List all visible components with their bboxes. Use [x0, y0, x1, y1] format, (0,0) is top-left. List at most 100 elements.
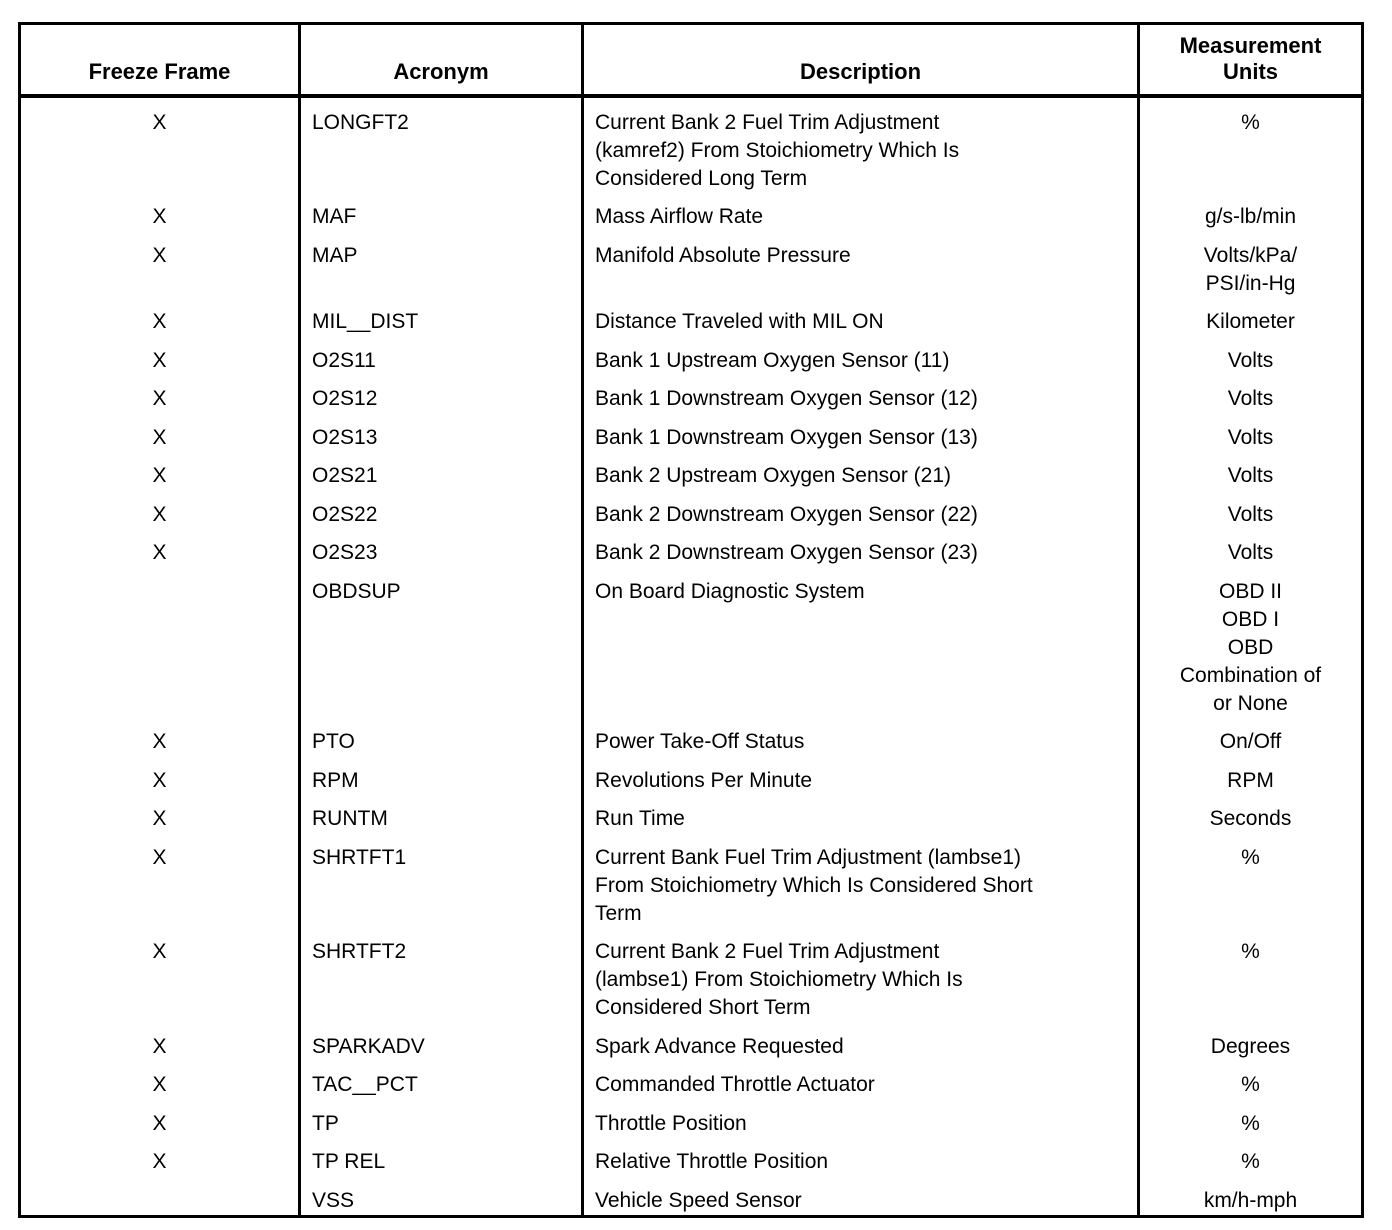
acronym-cell: VSS	[298, 1176, 583, 1216]
description-cell: Current Bank 2 Fuel Trim Adjustment (lam…	[581, 927, 1139, 1022]
acronym-cell: MIL__DIST	[298, 297, 583, 336]
units-cell: Seconds	[1137, 794, 1363, 833]
freeze-frame-cell: X	[152, 1150, 167, 1173]
column-header-acronym: Acronym	[298, 23, 583, 98]
units-cell: %	[1137, 927, 1363, 1022]
description-cell: Bank 2 Downstream Oxygen Sensor (23)	[581, 528, 1139, 567]
acronym-cell: O2S13	[298, 413, 583, 452]
table-row: X LONGFT2 Current Bank 2 Fuel Trim Adjus…	[20, 96, 1363, 193]
acronym-cell: SHRTFT2	[298, 927, 583, 1022]
description-cell: Spark Advance Requested	[581, 1022, 1139, 1061]
description-cell: Current Bank 2 Fuel Trim Adjustment (kam…	[581, 96, 1139, 193]
units-cell: km/h-mph	[1137, 1176, 1363, 1216]
table-row: X SHRTFT2 Current Bank 2 Fuel Trim Adjus…	[20, 927, 1363, 1022]
description-cell: Current Bank Fuel Trim Adjustment (lambs…	[581, 833, 1139, 928]
units-cell: Volts/kPa/ PSI/in-Hg	[1137, 231, 1363, 298]
freeze-frame-cell: X	[152, 940, 167, 963]
acronym-cell: RPM	[298, 756, 583, 795]
freeze-frame-cell: X	[152, 205, 167, 228]
freeze-frame-cell: X	[152, 730, 167, 753]
column-header-description: Description	[581, 23, 1139, 98]
description-cell: Revolutions Per Minute	[581, 756, 1139, 795]
acronym-cell: O2S12	[298, 374, 583, 413]
description-cell: Distance Traveled with MIL ON	[581, 297, 1139, 336]
units-cell: Kilometer	[1137, 297, 1363, 336]
table-row: X PTO Power Take-Off Status On/Off	[20, 717, 1363, 756]
acronym-cell: LONGFT2	[298, 96, 583, 193]
parameter-table: Freeze Frame Acronym Description Measure…	[18, 22, 1364, 1218]
acronym-cell: SHRTFT1	[298, 833, 583, 928]
units-cell: On/Off	[1137, 717, 1363, 756]
freeze-frame-cell: X	[152, 425, 167, 449]
acronym-cell: O2S11	[298, 336, 583, 375]
table-row: X O2S21 Bank 2 Upstream Oxygen Sensor (2…	[20, 451, 1363, 490]
units-cell: %	[1137, 1099, 1363, 1138]
description-cell: Bank 1 Downstream Oxygen Sensor (13)	[581, 413, 1139, 452]
freeze-frame-cell: X	[152, 502, 167, 526]
table-row: X RUNTM Run Time Seconds	[20, 794, 1363, 833]
table-row: X O2S12 Bank 1 Downstream Oxygen Sensor …	[20, 374, 1363, 413]
freeze-frame-cell: X	[152, 348, 167, 372]
table-row: VSS Vehicle Speed Sensor km/h-mph	[20, 1176, 1363, 1216]
acronym-cell: TP	[298, 1099, 583, 1138]
table-row: X MAF Mass Airflow Rate g/s-lb/min	[20, 192, 1363, 231]
units-cell: OBD II OBD I OBD Combination of or None	[1137, 567, 1363, 718]
freeze-frame-cell: X	[152, 310, 167, 333]
units-cell: %	[1137, 833, 1363, 928]
table-row: X O2S23 Bank 2 Downstream Oxygen Sensor …	[20, 528, 1363, 567]
units-cell: Volts	[1137, 451, 1363, 490]
freeze-frame-cell: X	[152, 243, 167, 267]
column-header-freeze-frame: Freeze Frame	[19, 23, 300, 98]
freeze-frame-cell: X	[152, 110, 167, 134]
acronym-cell: TP REL	[298, 1137, 583, 1176]
freeze-frame-cell: X	[152, 387, 167, 410]
description-cell: Bank 1 Upstream Oxygen Sensor (11)	[581, 336, 1139, 375]
table-row: X TP REL Relative Throttle Position %	[20, 1137, 1363, 1176]
acronym-cell: O2S21	[298, 451, 583, 490]
table-row: OBDSUP On Board Diagnostic System OBD II…	[20, 567, 1363, 718]
description-cell: Mass Airflow Rate	[581, 192, 1139, 231]
description-cell: Throttle Position	[581, 1099, 1139, 1138]
units-cell: g/s-lb/min	[1137, 192, 1363, 231]
table-row: X RPM Revolutions Per Minute RPM	[20, 756, 1363, 795]
table-row: X SHRTFT1 Current Bank Fuel Trim Adjustm…	[20, 833, 1363, 928]
units-cell: %	[1137, 1137, 1363, 1176]
freeze-frame-cell: X	[152, 845, 167, 869]
description-cell: Run Time	[581, 794, 1139, 833]
table-row: X MIL__DIST Distance Traveled with MIL O…	[20, 297, 1363, 336]
table-header: Freeze Frame Acronym Description Measure…	[19, 23, 1363, 98]
units-cell: Volts	[1137, 413, 1363, 452]
table-row: X SPARKADV Spark Advance Requested Degre…	[20, 1022, 1363, 1061]
acronym-cell: OBDSUP	[298, 567, 583, 718]
freeze-frame-cell: X	[152, 1111, 167, 1135]
units-cell: Volts	[1137, 336, 1363, 375]
table-row: X O2S11 Bank 1 Upstream Oxygen Sensor (1…	[20, 336, 1363, 375]
description-cell: Bank 1 Downstream Oxygen Sensor (12)	[581, 374, 1139, 413]
description-cell: Vehicle Speed Sensor	[581, 1176, 1139, 1216]
table-row: X MAP Manifold Absolute Pressure Volts/k…	[20, 231, 1363, 298]
freeze-frame-cell: X	[152, 1034, 167, 1058]
freeze-frame-cell: X	[152, 1073, 167, 1096]
acronym-cell: SPARKADV	[298, 1022, 583, 1061]
acronym-cell: PTO	[298, 717, 583, 756]
table-row: X TP Throttle Position %	[20, 1099, 1363, 1138]
freeze-frame-cell	[20, 567, 300, 718]
units-cell: %	[1137, 96, 1363, 193]
units-cell: Volts	[1137, 528, 1363, 567]
table-row: X TAC__PCT Commanded Throttle Actuator %	[20, 1060, 1363, 1099]
acronym-cell: MAF	[298, 192, 583, 231]
acronym-cell: RUNTM	[298, 794, 583, 833]
header-row: Freeze Frame Acronym Description Measure…	[19, 23, 1363, 98]
table-row: X O2S13 Bank 1 Downstream Oxygen Sensor …	[20, 413, 1363, 452]
acronym-cell: TAC__PCT	[298, 1060, 583, 1099]
units-cell: Volts	[1137, 490, 1363, 529]
description-cell: Relative Throttle Position	[581, 1137, 1139, 1176]
units-cell: %	[1137, 1060, 1363, 1099]
description-cell: Manifold Absolute Pressure	[581, 231, 1139, 298]
freeze-frame-cell: X	[152, 464, 167, 487]
units-cell: Degrees	[1137, 1022, 1363, 1061]
freeze-frame-cell: X	[152, 768, 167, 792]
freeze-frame-cell	[20, 1176, 300, 1216]
units-cell: RPM	[1137, 756, 1363, 795]
acronym-cell: MAP	[298, 231, 583, 298]
